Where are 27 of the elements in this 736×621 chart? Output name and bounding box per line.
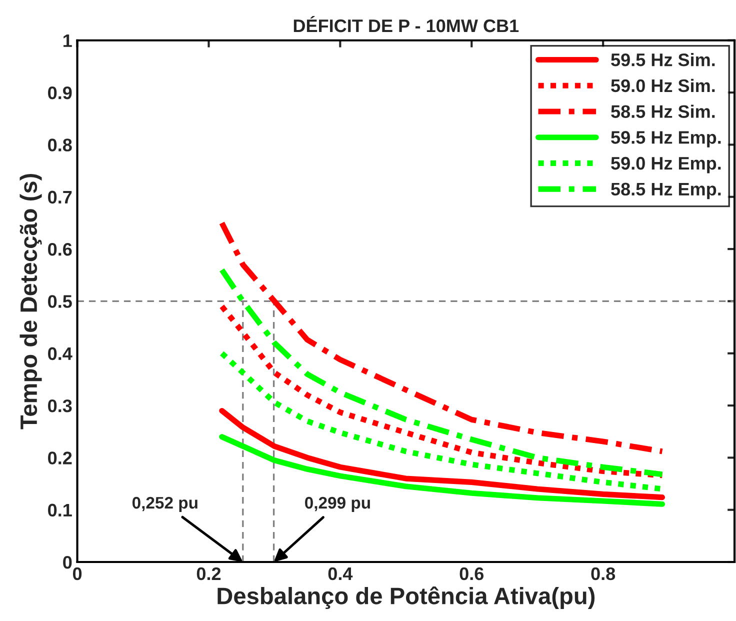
legend-label: 58.5 Hz Emp.: [611, 182, 721, 200]
legend-label: 59.5 Hz Emp.: [611, 131, 721, 148]
legend-label: 59.0 Hz Emp.: [611, 156, 721, 174]
y-tick-label: 1: [64, 34, 72, 47]
x-tick-label: 0.2: [196, 567, 221, 580]
y-tick-label: 0.2: [48, 452, 72, 464]
y-tick-label: 0.9: [48, 86, 72, 100]
y-axis-title: Tempo de Detecção (s): [20, 174, 42, 430]
annotation: 0,252 pu: [132, 496, 198, 512]
y-tick-label: 0: [63, 556, 72, 569]
y-tick-label: 0.4: [48, 347, 72, 360]
y-tick-label: 0.8: [48, 138, 72, 152]
legend-label: 59.0 Hz Sim.: [611, 78, 715, 92]
y-tick-label: 0.1: [48, 504, 72, 517]
y-tick-label: 0.7: [48, 190, 72, 204]
y-tick-label: 0.3: [48, 399, 72, 412]
chart-title: DÉFICIT DE P - 10MW CB1: [294, 16, 519, 32]
x-tick-label: 0: [72, 567, 82, 580]
legend-label: 58.5 Hz Sim.: [611, 104, 715, 118]
y-tick-label: 0.6: [48, 242, 72, 256]
x-tick-label: 0.8: [591, 567, 616, 580]
legend-label: 59.5 Hz Sim.: [611, 53, 715, 66]
x-tick-label: 0.4: [328, 567, 353, 580]
x-axis-title: Desbalanço de Potência Ativa(pu): [218, 586, 595, 609]
annotation: 0,299 pu: [305, 496, 370, 512]
x-tick-label: 0.6: [460, 567, 484, 580]
y-tick-label: 0.5: [48, 295, 72, 308]
